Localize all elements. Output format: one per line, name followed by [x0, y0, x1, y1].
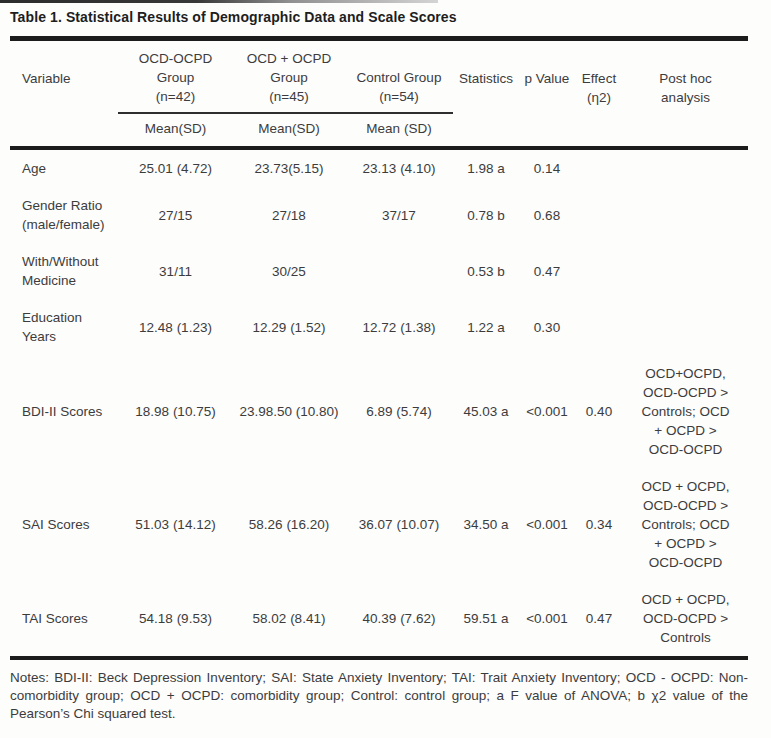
cell-effect — [575, 299, 623, 355]
cell-group1-mean: 31/11 — [118, 243, 233, 299]
document-page: Table 1. Statistical Results of Demograp… — [10, 9, 748, 723]
cell-p-value: <0.001 — [519, 355, 575, 468]
table-row-sai: SAI Scores 51.03 (14.12) 58.26 (16.20) 3… — [10, 468, 748, 581]
subheader-row: Mean(SD) Mean(SD) Mean (SD) — [10, 113, 748, 148]
header-group-ocd-ocpd: OCD-OCPD Group (n=42) — [118, 39, 233, 114]
table-row-gender-ratio: Gender Ratio (male/female) 27/15 27/18 3… — [10, 187, 748, 243]
header-effect-eta2: Effect (η2) — [575, 39, 623, 114]
header-group-control: Control Group (n=54) — [345, 39, 453, 114]
cell-effect: 0.40 — [575, 355, 623, 468]
cell-p-value: <0.001 — [519, 581, 575, 658]
cell-control-mean: 23.13 (4.10) — [345, 148, 453, 187]
cell-variable: With/Without Medicine — [10, 243, 118, 299]
cell-statistic: 34.50 a — [453, 468, 519, 581]
cell-group2-mean: 30/25 — [233, 243, 345, 299]
cell-group2-mean: 23.98.50 (10.80) — [233, 355, 345, 468]
cell-variable: Gender Ratio (male/female) — [10, 187, 118, 243]
subheader-spacer — [10, 113, 118, 148]
cell-group1-mean: 27/15 — [118, 187, 233, 243]
cell-post-hoc: OCD + OCPD, OCD-OCPD > Controls; OCD + O… — [623, 468, 748, 581]
cell-statistic: 0.53 b — [453, 243, 519, 299]
subheader-spacer — [519, 113, 575, 148]
table-title: Table 1. Statistical Results of Demograp… — [10, 9, 748, 25]
cell-variable: BDI-II Scores — [10, 355, 118, 468]
cell-group1-mean: 54.18 (9.53) — [118, 581, 233, 658]
cell-effect — [575, 148, 623, 187]
table-row-bdi: BDI-II Scores 18.98 (10.75) 23.98.50 (10… — [10, 355, 748, 468]
header-p-value: p Value — [519, 39, 575, 114]
subheader-mean-sd-group1: Mean(SD) — [118, 113, 233, 148]
cell-statistic: 0.78 b — [453, 187, 519, 243]
cell-effect — [575, 187, 623, 243]
cropped-text-artifact — [0, 0, 438, 3]
cell-control-mean — [345, 243, 453, 299]
table-row-tai: TAI Scores 54.18 (9.53) 58.02 (8.41) 40.… — [10, 581, 748, 658]
cell-post-hoc — [623, 187, 748, 243]
cell-group2-mean: 58.02 (8.41) — [233, 581, 345, 658]
header-post-hoc: Post hoc analysis — [623, 39, 748, 114]
table-row-age: Age 25.01 (4.72) 23.73(5.15) 23.13 (4.10… — [10, 148, 748, 187]
cell-group1-mean: 25.01 (4.72) — [118, 148, 233, 187]
table-body: Age 25.01 (4.72) 23.73(5.15) 23.13 (4.10… — [10, 148, 748, 658]
cell-control-mean: 40.39 (7.62) — [345, 581, 453, 658]
cell-group2-mean: 23.73(5.15) — [233, 148, 345, 187]
cell-effect — [575, 243, 623, 299]
subheader-mean-sd-control: Mean (SD) — [345, 113, 453, 148]
cell-variable: SAI Scores — [10, 468, 118, 581]
cell-effect: 0.47 — [575, 581, 623, 658]
cell-variable: TAI Scores — [10, 581, 118, 658]
cell-group1-mean: 51.03 (14.12) — [118, 468, 233, 581]
subheader-mean-sd-group2: Mean(SD) — [233, 113, 345, 148]
cell-variable: Education Years — [10, 299, 118, 355]
cell-statistic: 59.51 a — [453, 581, 519, 658]
cell-control-mean: 12.72 (1.38) — [345, 299, 453, 355]
table-row-medicine: With/Without Medicine 31/11 30/25 0.53 b… — [10, 243, 748, 299]
subheader-spacer — [623, 113, 748, 148]
results-table: Variable OCD-OCPD Group (n=42) OCD + OCP… — [10, 36, 748, 660]
cell-effect: 0.34 — [575, 468, 623, 581]
table-row-education: Education Years 12.48 (1.23) 12.29 (1.52… — [10, 299, 748, 355]
cell-post-hoc — [623, 243, 748, 299]
cell-post-hoc: OCD+OCPD, OCD-OCPD > Controls; OCD + OCP… — [623, 355, 748, 468]
cell-group1-mean: 18.98 (10.75) — [118, 355, 233, 468]
cell-p-value: <0.001 — [519, 468, 575, 581]
table-notes: Notes: BDI-II: Beck Depression Inventory… — [10, 669, 748, 723]
cell-group2-mean: 12.29 (1.52) — [233, 299, 345, 355]
header-group-ocd-plus-ocpd: OCD + OCPD Group (n=45) — [233, 39, 345, 114]
subheader-spacer — [453, 113, 519, 148]
cell-group1-mean: 12.48 (1.23) — [118, 299, 233, 355]
cell-statistic: 1.22 a — [453, 299, 519, 355]
cell-control-mean: 36.07 (10.07) — [345, 468, 453, 581]
cell-post-hoc — [623, 148, 748, 187]
cell-variable: Age — [10, 148, 118, 187]
cell-group2-mean: 27/18 — [233, 187, 345, 243]
cell-statistic: 45.03 a — [453, 355, 519, 468]
cell-control-mean: 6.89 (5.74) — [345, 355, 453, 468]
cell-p-value: 0.14 — [519, 148, 575, 187]
cell-p-value: 0.30 — [519, 299, 575, 355]
cell-group2-mean: 58.26 (16.20) — [233, 468, 345, 581]
header-row: Variable OCD-OCPD Group (n=42) OCD + OCP… — [10, 39, 748, 114]
cell-post-hoc — [623, 299, 748, 355]
cell-control-mean: 37/17 — [345, 187, 453, 243]
cell-post-hoc: OCD + OCPD, OCD-OCPD > Controls — [623, 581, 748, 658]
table-header: Variable OCD-OCPD Group (n=42) OCD + OCP… — [10, 39, 748, 149]
cell-p-value: 0.68 — [519, 187, 575, 243]
subheader-spacer — [575, 113, 623, 148]
cell-statistic: 1.98 a — [453, 148, 519, 187]
header-statistics: Statistics — [453, 39, 519, 114]
header-variable: Variable — [10, 39, 118, 114]
cell-p-value: 0.47 — [519, 243, 575, 299]
